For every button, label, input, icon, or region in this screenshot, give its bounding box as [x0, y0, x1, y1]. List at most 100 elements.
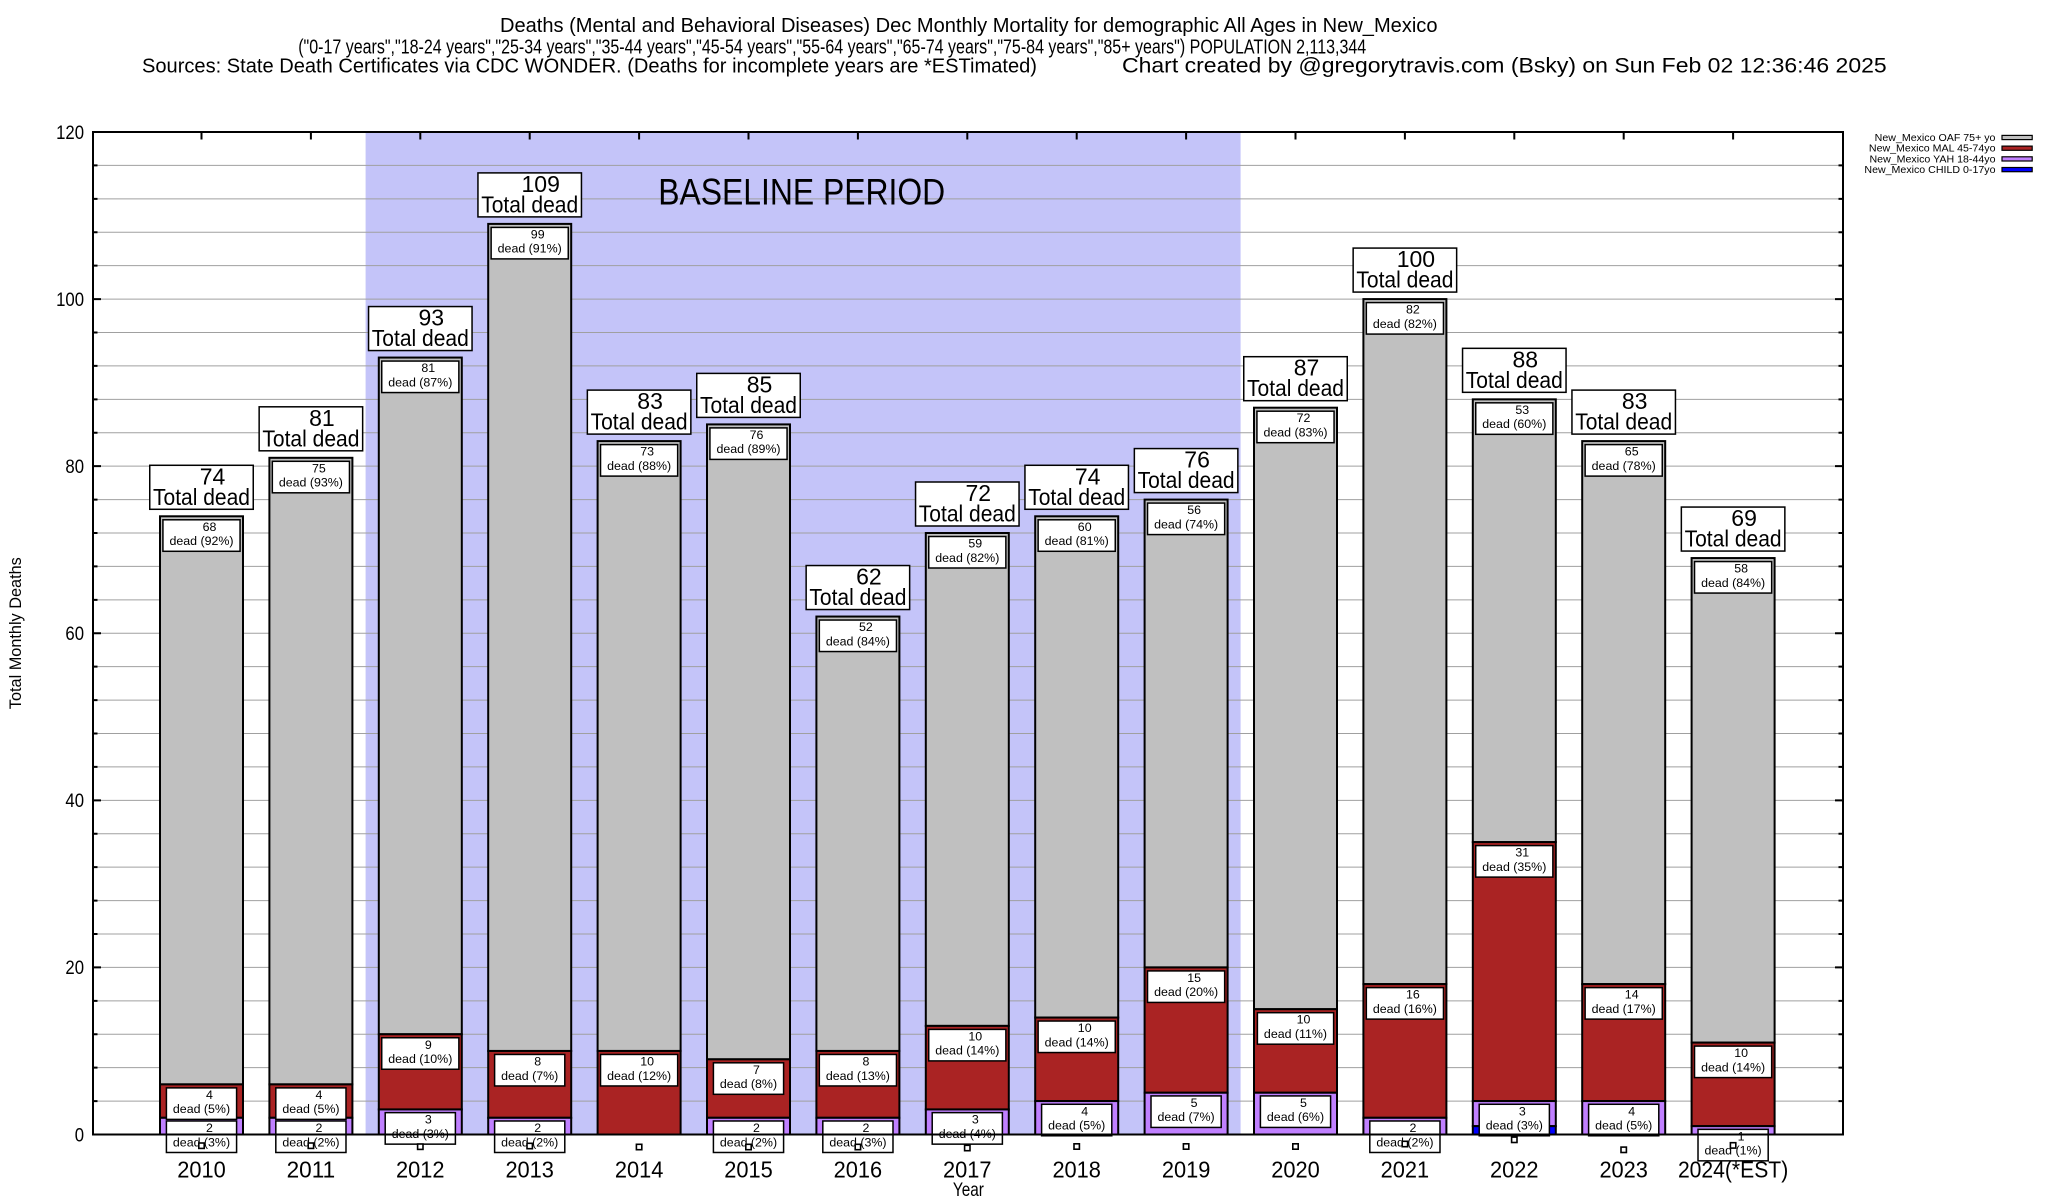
svg-text:2019: 2019 — [1162, 1157, 1211, 1183]
svg-text:Total dead: Total dead — [153, 484, 250, 510]
svg-text:Year: Year — [953, 1179, 984, 1200]
svg-text:New_Mexico OAF 75+ yo: New_Mexico OAF 75+ yo — [1875, 133, 1996, 144]
svg-text:Total dead: Total dead — [1356, 267, 1453, 293]
svg-text:dead (74%): dead (74%) — [1154, 517, 1218, 531]
svg-text:16: 16 — [1406, 988, 1420, 1002]
svg-text:81: 81 — [421, 361, 435, 375]
svg-text:2018: 2018 — [1052, 1157, 1101, 1183]
svg-text:dead (12%): dead (12%) — [607, 1069, 671, 1083]
svg-text:dead (92%): dead (92%) — [169, 534, 233, 548]
svg-text:2024(*EST): 2024(*EST) — [1678, 1157, 1788, 1183]
svg-text:dead (20%): dead (20%) — [1154, 985, 1218, 999]
svg-text:53: 53 — [1515, 403, 1529, 417]
svg-text:82: 82 — [1406, 303, 1420, 317]
svg-text:dead (35%): dead (35%) — [1482, 860, 1546, 874]
svg-text:dead (91%): dead (91%) — [498, 242, 562, 256]
svg-text:dead (8%): dead (8%) — [720, 1077, 777, 1091]
svg-text:73: 73 — [640, 445, 654, 459]
svg-text:2022: 2022 — [1490, 1157, 1539, 1183]
svg-text:40: 40 — [65, 791, 84, 812]
svg-text:62: 62 — [856, 564, 882, 590]
svg-text:3: 3 — [972, 1113, 979, 1127]
svg-text:dead (84%): dead (84%) — [826, 634, 890, 648]
svg-text:Total dead: Total dead — [809, 584, 906, 610]
svg-text:dead (82%): dead (82%) — [1373, 317, 1437, 331]
svg-text:88: 88 — [1513, 346, 1539, 372]
svg-text:74: 74 — [200, 463, 226, 489]
svg-text:Total Monthly Deaths: Total Monthly Deaths — [7, 557, 25, 709]
svg-text:10: 10 — [640, 1054, 654, 1068]
svg-text:Total dead: Total dead — [1685, 526, 1782, 552]
svg-text:Total dead: Total dead — [262, 425, 359, 451]
svg-text:dead (10%): dead (10%) — [388, 1052, 452, 1066]
svg-text:Deaths (Mental and Behavioral: Deaths (Mental and Behavioral Diseases) … — [500, 15, 1438, 37]
svg-text:65: 65 — [1625, 445, 1639, 459]
svg-text:dead (81%): dead (81%) — [1045, 534, 1109, 548]
svg-text:dead (2%): dead (2%) — [501, 1135, 558, 1149]
svg-text:2014: 2014 — [615, 1157, 664, 1183]
svg-text:5: 5 — [1300, 1096, 1307, 1110]
svg-text:75: 75 — [312, 461, 326, 475]
svg-text:2012: 2012 — [396, 1157, 445, 1183]
svg-text:60: 60 — [1078, 520, 1092, 534]
svg-text:20: 20 — [65, 958, 84, 979]
svg-text:72: 72 — [966, 480, 992, 506]
svg-text:dead (11%): dead (11%) — [1264, 1027, 1327, 1041]
svg-text:8: 8 — [862, 1054, 869, 1068]
svg-text:10: 10 — [1297, 1013, 1311, 1027]
svg-text:2023: 2023 — [1599, 1157, 1648, 1183]
svg-text:74: 74 — [1075, 463, 1101, 489]
svg-text:72: 72 — [1297, 411, 1311, 425]
svg-text:60: 60 — [65, 624, 84, 645]
svg-text:4: 4 — [315, 1088, 322, 1102]
svg-text:dead (14%): dead (14%) — [1045, 1035, 1109, 1049]
svg-text:9: 9 — [425, 1038, 432, 1052]
svg-text:Total dead: Total dead — [1138, 467, 1235, 493]
svg-text:81: 81 — [309, 405, 335, 431]
svg-text:dead (82%): dead (82%) — [935, 551, 999, 565]
svg-text:dead (3%): dead (3%) — [1486, 1119, 1543, 1133]
svg-text:dead (93%): dead (93%) — [279, 476, 343, 490]
svg-text:dead (5%): dead (5%) — [1595, 1119, 1652, 1133]
svg-text:dead (83%): dead (83%) — [1263, 425, 1327, 439]
svg-text:2: 2 — [315, 1121, 322, 1135]
svg-text:5: 5 — [1191, 1096, 1198, 1110]
svg-text:100: 100 — [1397, 246, 1435, 272]
svg-text:dead (78%): dead (78%) — [1592, 459, 1656, 473]
svg-text:2010: 2010 — [177, 1157, 226, 1183]
svg-text:69: 69 — [1731, 505, 1757, 531]
svg-text:BASELINE PERIOD: BASELINE PERIOD — [658, 171, 945, 212]
svg-text:New_Mexico CHILD 0-17yo: New_Mexico CHILD 0-17yo — [1864, 165, 1996, 176]
svg-text:dead (7%): dead (7%) — [501, 1069, 558, 1083]
svg-text:Total dead: Total dead — [372, 325, 469, 351]
svg-text:Chart created by @gregorytravi: Chart created by @gregorytravis.com (Bsk… — [1122, 54, 1887, 78]
svg-text:76: 76 — [750, 428, 764, 442]
svg-text:83: 83 — [637, 388, 663, 414]
svg-text:100: 100 — [56, 290, 84, 311]
svg-text:0: 0 — [75, 1125, 84, 1146]
svg-text:4: 4 — [206, 1088, 213, 1102]
svg-text:New_Mexico MAL 45-74yo: New_Mexico MAL 45-74yo — [1869, 144, 1996, 155]
svg-text:dead (14%): dead (14%) — [935, 1044, 999, 1058]
svg-text:120: 120 — [56, 123, 84, 144]
svg-text:New_Mexico YAH 18-44yo: New_Mexico YAH 18-44yo — [1870, 154, 1996, 165]
svg-text:8: 8 — [534, 1054, 541, 1068]
svg-text:dead (6%): dead (6%) — [1267, 1110, 1324, 1124]
svg-text:dead (16%): dead (16%) — [1373, 1002, 1437, 1016]
svg-text:52: 52 — [859, 620, 873, 634]
svg-text:93: 93 — [419, 305, 445, 331]
svg-text:10: 10 — [1078, 1021, 1092, 1035]
svg-text:15: 15 — [1187, 971, 1201, 985]
svg-text:Total dead: Total dead — [1466, 367, 1563, 393]
svg-text:2: 2 — [862, 1121, 869, 1135]
svg-text:99: 99 — [531, 227, 545, 241]
svg-text:dead (2%): dead (2%) — [720, 1135, 777, 1149]
svg-text:4: 4 — [1081, 1104, 1088, 1118]
svg-text:3: 3 — [425, 1113, 432, 1127]
svg-text:68: 68 — [203, 520, 217, 534]
svg-text:3: 3 — [1519, 1104, 1526, 1118]
svg-text:dead (89%): dead (89%) — [716, 442, 780, 456]
svg-text:2017: 2017 — [943, 1157, 992, 1183]
svg-text:4: 4 — [1628, 1104, 1635, 1118]
svg-text:2: 2 — [206, 1121, 213, 1135]
